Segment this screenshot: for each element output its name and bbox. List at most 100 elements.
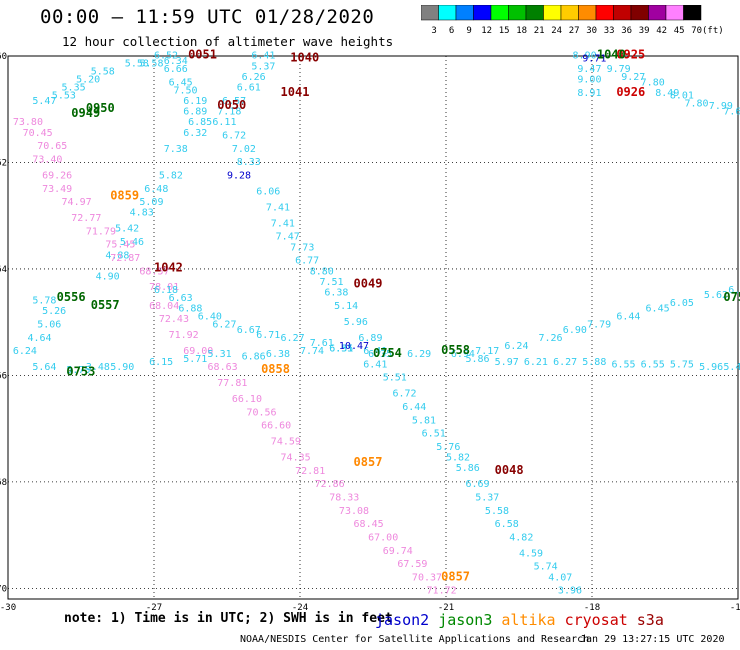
swh-value: 68.63 (208, 362, 238, 373)
swh-value: 72.43 (159, 314, 189, 325)
swh-value: 6.58 (495, 519, 519, 530)
swh-value: 75.45 (105, 240, 135, 251)
swh-value: 78.33 (329, 493, 359, 504)
swh-value: 6.55 (611, 359, 635, 370)
swh-value: 5.35 (62, 83, 86, 94)
swh-value: 7.26 (538, 333, 562, 344)
swh-value: 6.63 (169, 293, 193, 304)
swh-value: 6.27 (212, 320, 236, 331)
swh-value: 4.82 (509, 532, 533, 543)
colorbar-label: 24 (551, 26, 562, 36)
generated-timestamp: Jan 29 13:27:15 UTC 2020 (580, 634, 725, 645)
swh-value: 8.90 (573, 51, 597, 62)
swh-value: 7.41 (266, 202, 290, 213)
satellite-legend: jason2 jason3 altika cryosat s3a (375, 611, 673, 629)
swh-value: 72.81 (295, 466, 325, 477)
colorbar-label: 39 (639, 26, 650, 36)
y-tick-label: -60 (0, 52, 7, 62)
pass-time-label: 0049 (354, 277, 383, 291)
swh-value: 5.82 (446, 453, 470, 464)
swh-value: 6.38 (324, 288, 348, 299)
swh-value: 6.72 (392, 389, 416, 400)
swh-value: 69.74 (383, 546, 413, 557)
pass-time-label: 0858 (261, 362, 290, 376)
swh-value: 3.48 (86, 362, 110, 373)
swh-value: 5.81 (412, 415, 436, 426)
swh-value: 74.35 (281, 453, 311, 464)
swh-value: 6.32 (183, 128, 207, 139)
swh-value: 70.56 (246, 407, 276, 418)
pass-time-label: 0050 (217, 98, 246, 112)
swh-value: 7.47 (276, 232, 300, 243)
swh-value: 6.61 (237, 83, 261, 94)
swh-value: 69.26 (42, 170, 72, 181)
swh-value: 72.87 (110, 253, 140, 264)
swh-value: 5.64 (32, 362, 56, 373)
swh-value: 5.86 (465, 354, 489, 365)
plot-frame (7, 55, 739, 600)
swh-value: 6.45 (646, 304, 670, 315)
swh-value: 6.41 (251, 51, 275, 62)
pass-time-label: 0950 (86, 101, 115, 115)
swh-value: 73.49 (42, 184, 72, 195)
x-tick-label: -15 (730, 603, 740, 612)
swh-value: 5.75 (66, 365, 90, 376)
swh-value: 6.27 (553, 357, 577, 368)
swh-value: 6.89 (358, 333, 382, 344)
swh-value: 7.18 (217, 107, 241, 118)
swh-value: 6.27 (281, 333, 305, 344)
swh-value: 5.42 (115, 224, 139, 235)
swh-value: 4.83 (130, 208, 154, 219)
colorbar-label: 3 (431, 26, 436, 36)
swh-value: 6.77 (295, 256, 319, 267)
swh-value: 6.67 (237, 325, 261, 336)
swh-value: 67.59 (397, 559, 427, 570)
swh-value: 7.51 (319, 277, 343, 288)
swh-value: 6.34 (164, 56, 188, 67)
swh-value: 6.86 (242, 351, 266, 362)
swh-value: 4.07 (548, 572, 572, 583)
swh-value: 66.60 (261, 421, 291, 432)
swh-value: 5.06 (37, 320, 61, 331)
colorbar-label: 70 (691, 26, 702, 36)
legend-jason2: jason2 (375, 611, 430, 629)
pass-time-label: 0859 (110, 189, 139, 203)
swh-value: 6.21 (524, 357, 548, 368)
y-tick-label: -70 (0, 584, 7, 594)
swh-value: 3.96 (558, 586, 582, 597)
swh-value: 7.79 (587, 320, 611, 331)
swh-value: 6.90 (563, 325, 587, 336)
pass-time-label: 0753 (66, 364, 95, 378)
swh-value: 6.71 (256, 330, 280, 341)
swh-value: 5.37 (475, 493, 499, 504)
credit-text: NOAA/NESDIS Center for Satellite Applica… (240, 634, 590, 645)
swh-value: 6.55 (641, 359, 665, 370)
legend-cryosat: cryosat (564, 611, 628, 629)
swh-value: 5.58 (91, 67, 115, 78)
swh-value: 73.40 (32, 154, 62, 165)
swh-value: 5.88 (582, 357, 606, 368)
colorbar-label: 36 (621, 26, 632, 36)
swh-value: 77.81 (217, 378, 247, 389)
swh-value: 8.01 (670, 91, 694, 102)
swh-value: 6.41 (363, 346, 387, 357)
swh-value: 8.33 (237, 157, 261, 168)
swh-value: 7.17 (475, 346, 499, 357)
colorbar-label: 45 (674, 26, 685, 36)
legend-jason3: jason3 (438, 611, 493, 629)
y-tick-label: -66 (0, 371, 7, 381)
pass-time-label: 1041 (281, 85, 310, 99)
swh-value: 6.18 (154, 285, 178, 296)
swh-value: 6.15 (149, 357, 173, 368)
swh-value: 6.26 (242, 72, 266, 83)
colorbar-label: 12 (481, 26, 492, 36)
swh-value: 7.61 (310, 338, 334, 349)
swh-value: 70.65 (37, 141, 67, 152)
swh-value: 6.44 (616, 312, 640, 323)
pass-time-label: 0857 (354, 455, 383, 469)
swh-value: 73.08 (339, 506, 369, 517)
swh-value: 6.57 (222, 96, 246, 107)
pass-time-label: 0556 (57, 290, 86, 304)
pass-time-label: 0754 (373, 346, 402, 360)
swh-value: 6.24 (13, 346, 37, 357)
